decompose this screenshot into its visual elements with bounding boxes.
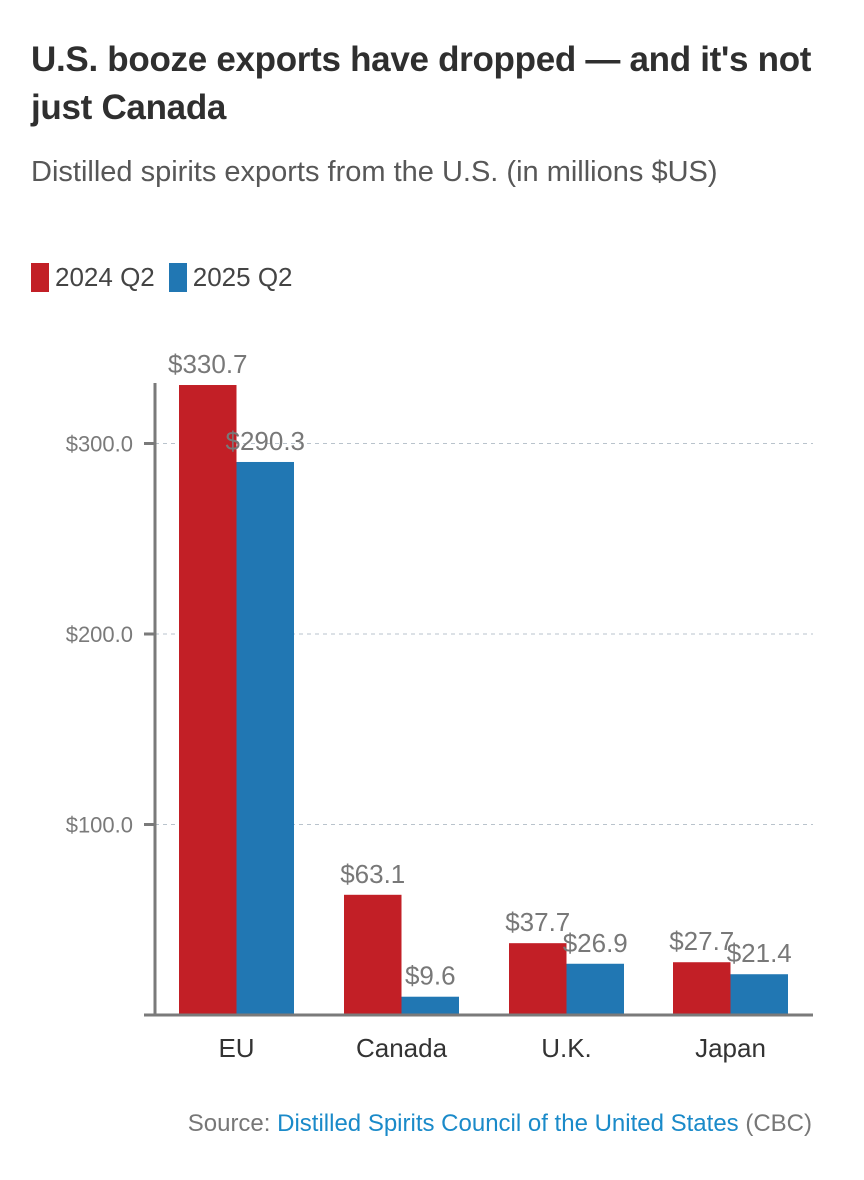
bar-2025-q2-japan — [730, 974, 788, 1015]
bar-2025-q2-uk — [566, 963, 624, 1015]
chart-title: U.S. booze exports have dropped — and it… — [31, 40, 812, 127]
x-tick-label: EU — [218, 1033, 254, 1063]
source-link[interactable]: Distilled Spirits Council of the United … — [277, 1110, 739, 1137]
data-label: $26.9 — [563, 928, 628, 958]
bar-2024-q2-japan — [673, 962, 731, 1015]
bar-2024-q2-canada — [344, 894, 402, 1015]
source-prefix: Source: — [187, 1110, 278, 1137]
data-label: $27.7 — [669, 926, 734, 956]
source-note: Source: Distilled Spirits Council of the… — [188, 1110, 812, 1138]
legend-label-2024-q2: 2024 Q2 — [55, 262, 155, 292]
bar-2024-q2-eu — [179, 385, 237, 1016]
data-label: $9.6 — [405, 961, 456, 991]
y-tick-label: $300.0 — [66, 432, 133, 457]
bar-2024-q2-uk — [509, 943, 567, 1015]
bar-2025-q2-canada — [401, 996, 459, 1015]
bar-2025-q2-eu — [236, 461, 294, 1015]
legend: 2024 Q2 2025 Q2 — [31, 262, 307, 293]
gridlines — [155, 443, 813, 825]
source-suffix: (CBC) — [738, 1110, 812, 1137]
chart-subtitle: Distilled spirits exports from the U.S. … — [31, 156, 718, 188]
x-tick-label: U.K. — [541, 1033, 592, 1063]
legend-item-2025-q2: 2025 Q2 — [168, 262, 293, 293]
legend-item-2024-q2: 2024 Q2 — [31, 262, 155, 293]
data-label: $37.7 — [505, 907, 570, 937]
data-label: $290.3 — [225, 426, 305, 456]
axes: $100.0 $200.0 $300.0 EU Canada U.K. Japan — [66, 383, 813, 1063]
legend-swatch-2024-q2 — [31, 263, 49, 292]
x-tick-label: Japan — [695, 1033, 766, 1063]
bars — [179, 385, 788, 1016]
data-label: $63.1 — [340, 859, 405, 889]
data-label: $21.4 — [727, 938, 792, 968]
data-label: $330.7 — [168, 349, 248, 379]
y-tick-label: $100.0 — [66, 813, 133, 838]
x-tick-label: Canada — [356, 1033, 448, 1063]
legend-swatch-2025-q2 — [168, 263, 187, 292]
legend-label-2025-q2: 2025 Q2 — [192, 262, 293, 292]
y-tick-label: $200.0 — [66, 622, 133, 647]
value-labels: $330.7 $290.3 $63.1 $9.6 $37.7$26.9 $27.7$21.… — [168, 349, 792, 991]
